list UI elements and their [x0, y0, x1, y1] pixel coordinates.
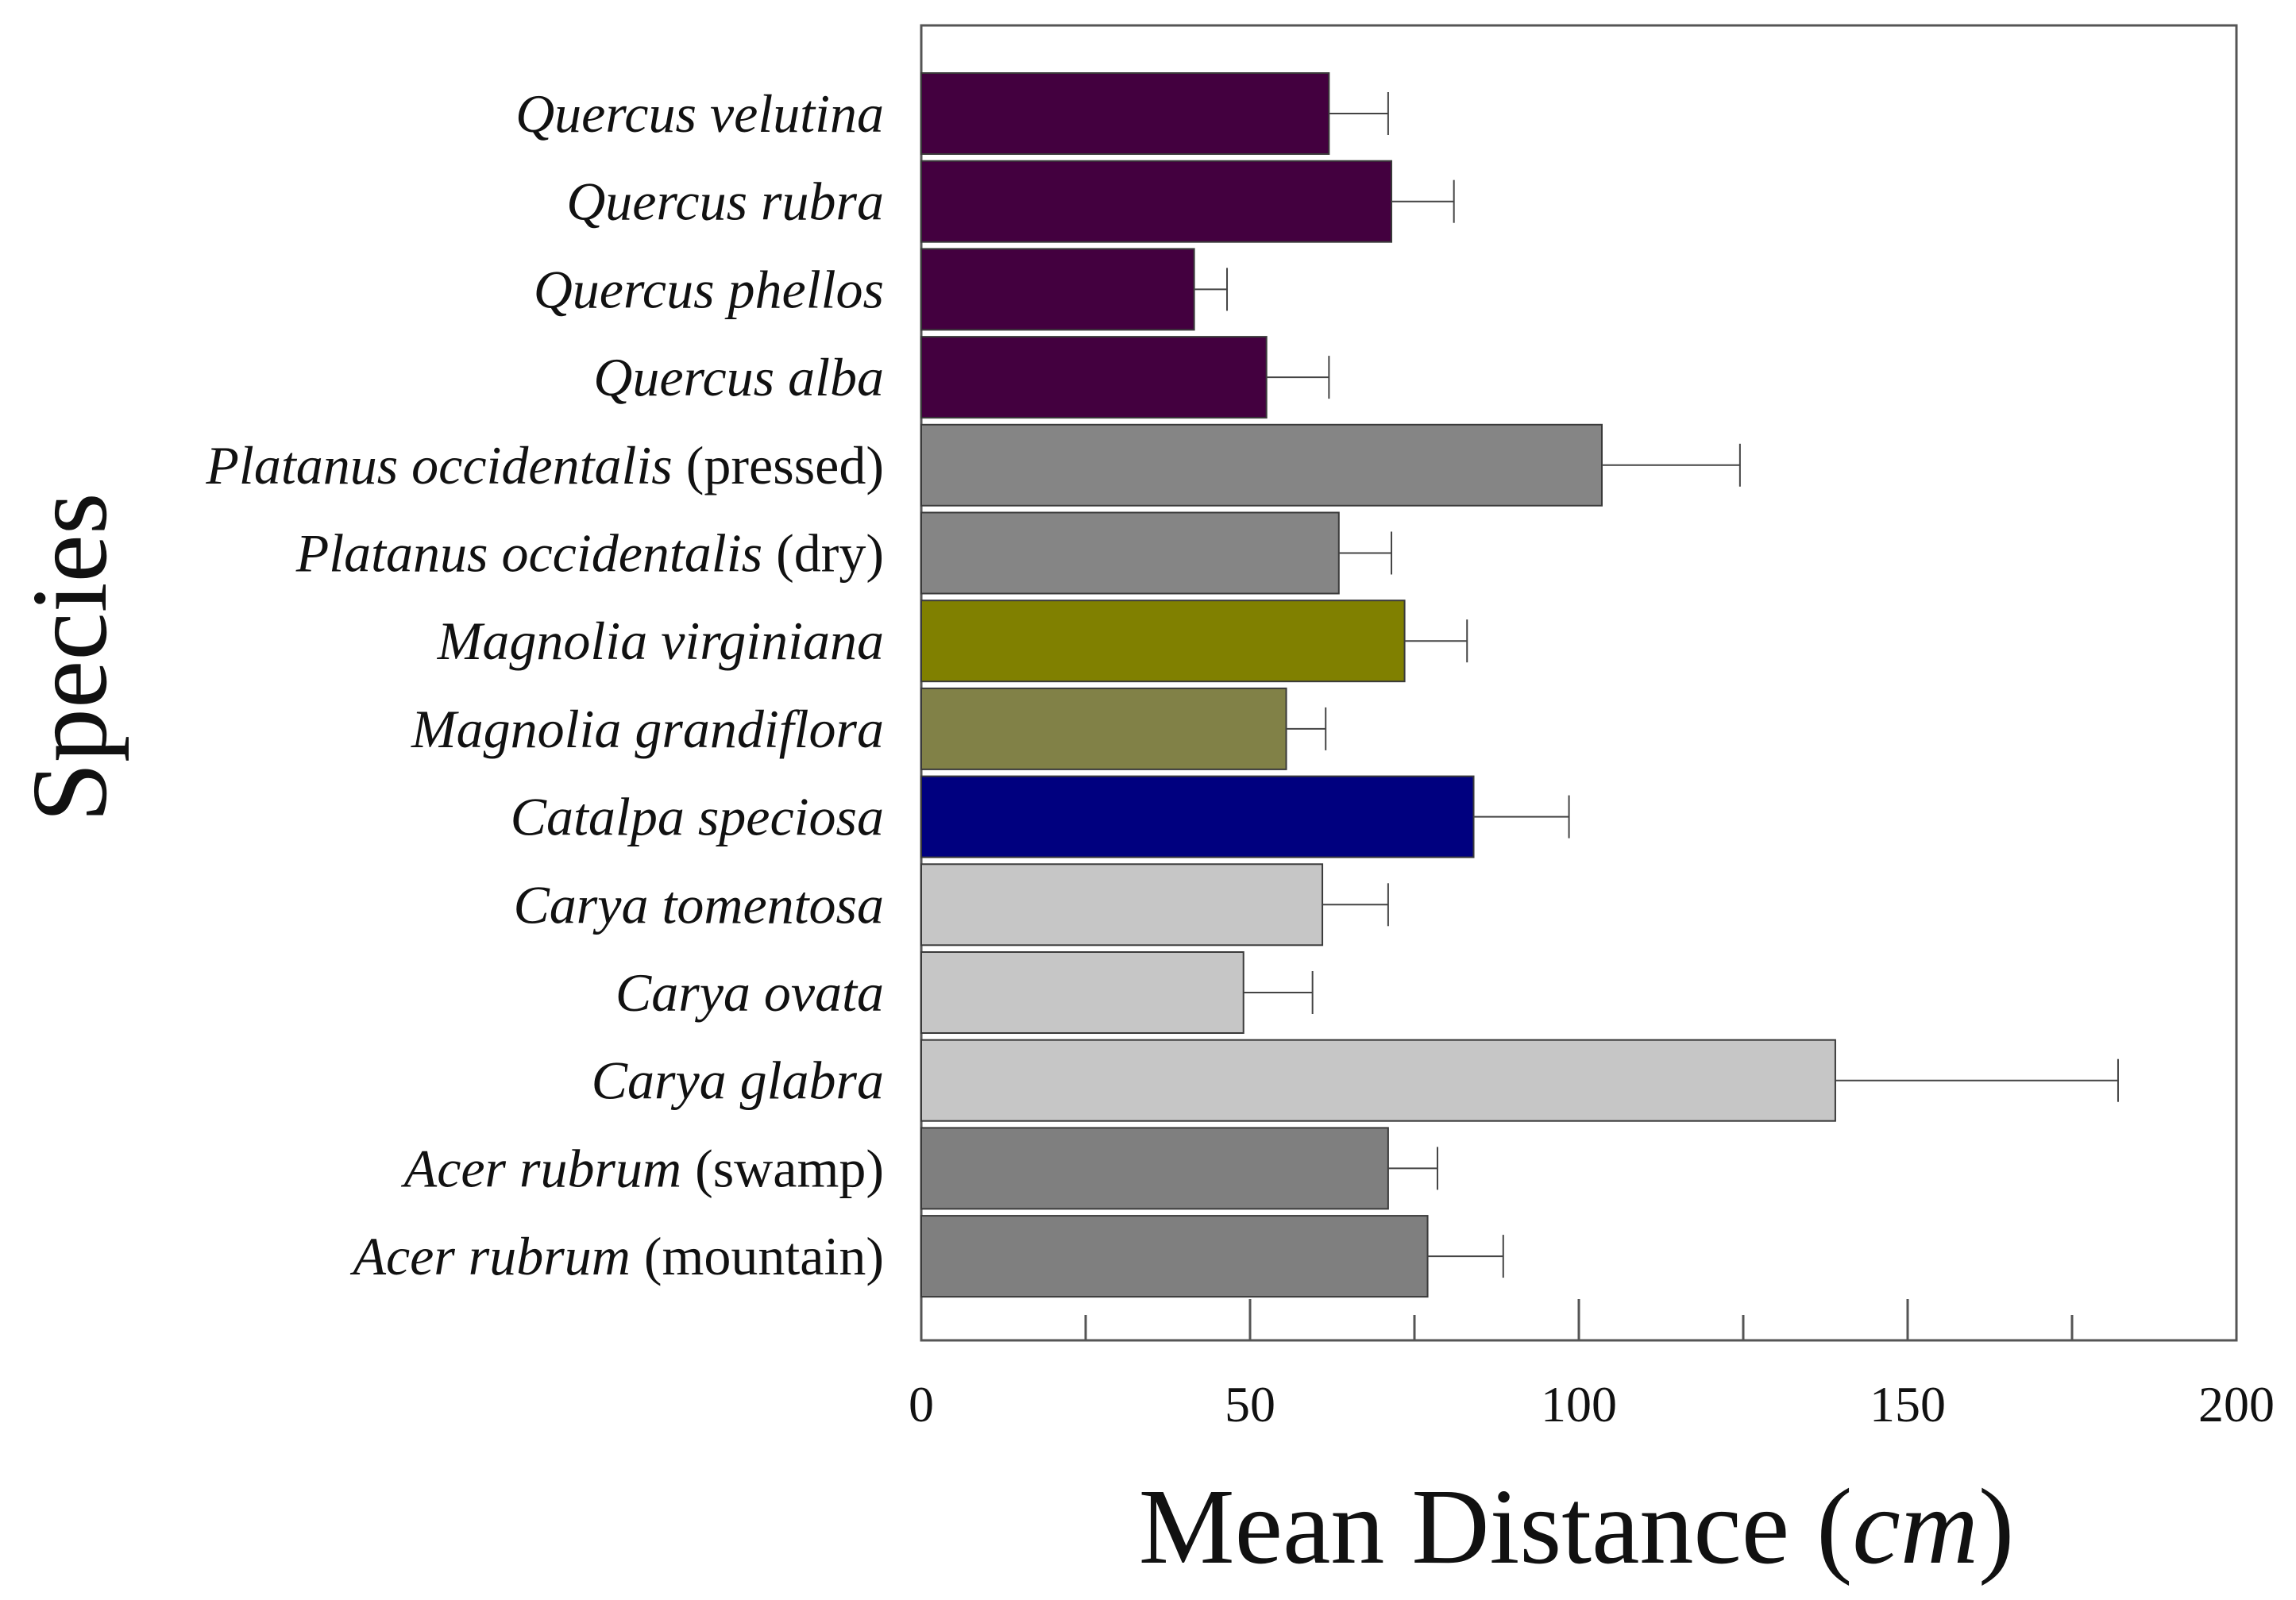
bar-9: [920, 863, 1324, 947]
species-qualifier: (swamp): [681, 1138, 884, 1198]
x-axis-ticks: 0 50 100 150 200: [909, 1299, 2275, 1432]
x-tick-label-200: 200: [2198, 1376, 2275, 1432]
x-tick-label-50: 50: [1225, 1376, 1275, 1432]
error-bar-3: [1266, 356, 1330, 399]
species-name: Carya ovata: [615, 962, 884, 1023]
error-bar-13: [1427, 1235, 1504, 1278]
error-bar-11: [1835, 1058, 2119, 1102]
error-bar-8: [1473, 795, 1570, 839]
bar-13: [920, 1215, 1429, 1298]
bar-7: [920, 687, 1287, 770]
bar-6: [920, 600, 1406, 683]
error-bar-7: [1286, 707, 1327, 750]
x-tick-label-0: 0: [909, 1376, 934, 1432]
species-label-6: Magnolia virginiana: [437, 611, 884, 671]
species-label-9: Carya tomentosa: [513, 874, 884, 935]
species-label-8: Catalpa speciosa: [511, 787, 884, 847]
y-axis-title: Species: [10, 492, 129, 822]
error-bar-6: [1404, 619, 1468, 663]
species-name: Platanus occidentalis: [205, 435, 672, 495]
error-bar-4: [1601, 443, 1741, 487]
species-name: Carya tomentosa: [513, 874, 884, 935]
species-name: Catalpa speciosa: [511, 787, 884, 847]
bar-0: [920, 72, 1330, 155]
species-label-1: Quercus rubra: [566, 172, 884, 232]
bar-5: [920, 511, 1340, 595]
error-bar-10: [1243, 971, 1314, 1014]
species-label-11: Carya glabra: [592, 1051, 884, 1111]
bar-2: [920, 248, 1195, 331]
species-label-13: Acer rubrum (mountain): [349, 1226, 884, 1286]
species-name: Quercus phellos: [534, 259, 884, 319]
x-tick-label-100: 100: [1541, 1376, 1617, 1432]
y-axis-labels: Quercus velutina Quercus rubra Quercus phe…: [205, 83, 884, 1286]
species-name: Acer rubrum: [401, 1138, 681, 1198]
species-label-0: Quercus velutina: [515, 83, 884, 144]
species-label-7: Magnolia grandiflora: [411, 699, 884, 759]
species-name: Quercus velutina: [515, 83, 884, 144]
bar-8: [920, 775, 1475, 858]
x-axis-title: Mean Distance (cm): [1139, 1467, 2015, 1587]
bar-4: [920, 423, 1603, 507]
error-bar-0: [1329, 92, 1389, 135]
species-label-3: Quercus alba: [593, 347, 884, 407]
error-bar-12: [1387, 1147, 1438, 1190]
bar-11: [920, 1039, 1836, 1122]
bar-3: [920, 336, 1268, 419]
species-label-5: Platanus occidentalis (dry): [295, 523, 884, 584]
species-label-12: Acer rubrum (swamp): [401, 1138, 884, 1198]
species-qualifier: (dry): [762, 523, 884, 584]
bar-group: [920, 72, 1836, 1298]
species-name: Magnolia grandiflora: [411, 699, 884, 759]
species-name: Quercus rubra: [566, 172, 884, 232]
error-bar-5: [1338, 531, 1393, 575]
bar-12: [920, 1127, 1389, 1210]
species-name: Acer rubrum: [349, 1226, 630, 1286]
x-axis-title-part-1: cm: [1852, 1467, 1978, 1587]
error-bar-9: [1322, 883, 1389, 927]
species-qualifier: (mountain): [631, 1226, 884, 1286]
species-label-2: Quercus phellos: [534, 259, 884, 319]
error-bar-1: [1391, 179, 1455, 223]
error-bar-group: [1194, 92, 2119, 1278]
species-name: Quercus alba: [593, 347, 884, 407]
error-bar-2: [1194, 268, 1229, 311]
species-name: Carya glabra: [592, 1051, 884, 1111]
species-label-4: Platanus occidentalis (pressed): [205, 435, 884, 495]
x-axis-title-part-2: ): [1978, 1467, 2014, 1587]
bar-1: [920, 160, 1393, 243]
species-name: Platanus occidentalis: [295, 523, 762, 584]
species-name: Magnolia virginiana: [437, 611, 884, 671]
x-axis-title-part-0: Mean Distance (: [1139, 1467, 1853, 1587]
species-label-10: Carya ovata: [615, 962, 884, 1023]
bar-10: [920, 951, 1244, 1034]
species-qualifier: (pressed): [673, 435, 884, 495]
x-tick-label-150: 150: [1870, 1376, 1946, 1432]
